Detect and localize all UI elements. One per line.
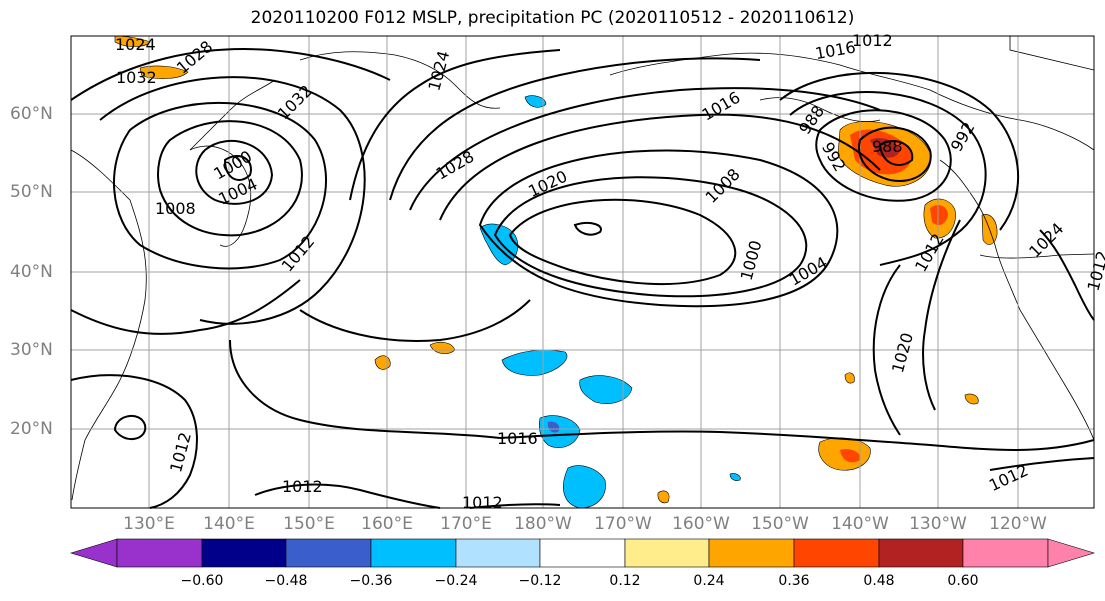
colorbar-bin-1b — [116, 538, 203, 568]
colorbar-bin-9 — [793, 538, 880, 568]
lon-label: 160°E — [361, 514, 413, 534]
colorbar-bin-4 — [370, 538, 457, 568]
colorbar-tick-label: 0.48 — [863, 573, 895, 589]
lon-label: 120°W — [989, 514, 1047, 534]
svg-text:1008: 1008 — [155, 199, 196, 218]
svg-text:1016: 1016 — [497, 429, 538, 448]
colorbar-tick-label: 0.12 — [609, 573, 641, 589]
colorbar-tick-label: −0.48 — [264, 573, 308, 589]
colorbar-tick-label: −0.36 — [349, 573, 393, 589]
svg-text:988: 988 — [872, 137, 903, 156]
colorbar — [69, 538, 1096, 568]
map-border — [70, 35, 1095, 509]
lon-label: 170°W — [594, 514, 652, 534]
colorbar-bin-7 — [624, 538, 710, 568]
lon-label: 150°W — [751, 514, 809, 534]
colorbar-bin-10 — [878, 538, 964, 568]
svg-text:1012: 1012 — [852, 31, 893, 50]
lat-label: 20°N — [10, 419, 53, 439]
colorbar-bin-11b — [1047, 538, 1096, 568]
lon-label: 160°W — [672, 514, 730, 534]
lat-label: 30°N — [10, 340, 53, 360]
svg-text:1024: 1024 — [115, 35, 156, 54]
lon-label: 170°E — [440, 514, 492, 534]
lon-label: 180°W — [514, 514, 572, 534]
colorbar-bin-1 — [69, 538, 118, 568]
svg-text:1032: 1032 — [116, 68, 157, 87]
colorbar-bin-5 — [455, 538, 541, 568]
colorbar-bin-11 — [962, 538, 1049, 568]
colorbar-bin-6 — [539, 538, 626, 568]
lat-label: 50°N — [10, 182, 53, 202]
colorbar-tick-label: 0.60 — [947, 573, 979, 589]
svg-text:1012: 1012 — [282, 477, 323, 496]
lon-label: 140°W — [831, 514, 889, 534]
lat-label: 60°N — [10, 104, 53, 124]
lat-label: 40°N — [10, 262, 53, 282]
colorbar-tick-label: −0.24 — [434, 573, 478, 589]
colorbar-bin-2 — [201, 538, 287, 568]
lon-label: 140°E — [203, 514, 255, 534]
colorbar-tick-label: 0.36 — [778, 573, 810, 589]
colorbar-bin-3 — [285, 538, 372, 568]
map-title: 2020110200 F012 MSLP, precipitation PC (… — [250, 8, 855, 28]
colorbar-bin-8 — [708, 538, 795, 568]
colorbar-tick-label: 0.24 — [693, 573, 725, 589]
colorbar-tick-label: −0.12 — [518, 573, 562, 589]
lon-label: 150°E — [283, 514, 335, 534]
isobars — [70, 48, 1095, 509]
lon-label: 130°W — [909, 514, 967, 534]
colorbar-tick-label: −0.60 — [180, 573, 224, 589]
svg-text:1012: 1012 — [462, 493, 503, 512]
lon-label: 130°E — [123, 514, 175, 534]
